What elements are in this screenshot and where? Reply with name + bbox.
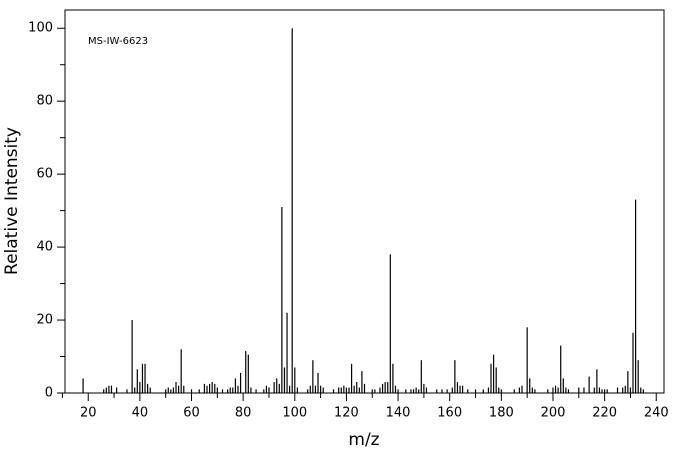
- x-tick-label: 240: [644, 406, 669, 421]
- x-tick-label: 200: [541, 406, 566, 421]
- y-axis-label: Relative Intensity: [2, 127, 22, 275]
- x-tick-label: 120: [334, 406, 359, 421]
- y-tick-label: 60: [36, 167, 53, 182]
- y-tick-label: 100: [28, 21, 53, 36]
- x-tick-label: 220: [592, 406, 617, 421]
- y-tick-label: 0: [45, 386, 53, 401]
- x-axis-label: m/z: [348, 430, 379, 450]
- x-tick-label: 100: [282, 406, 307, 421]
- x-tick-label: 180: [489, 406, 514, 421]
- y-tick-label: 80: [36, 94, 53, 109]
- x-tick-label: 160: [437, 406, 462, 421]
- plot-frame: [64, 9, 665, 394]
- x-tick-label: 60: [183, 406, 200, 421]
- annotation: MS-IW-6623: [88, 36, 148, 47]
- x-tick-label: 140: [386, 406, 411, 421]
- x-tick-label: 80: [235, 406, 252, 421]
- x-tick-label: 20: [80, 406, 97, 421]
- x-tick-label: 40: [132, 406, 149, 421]
- y-tick-label: 40: [36, 240, 53, 255]
- y-tick-label: 20: [36, 313, 53, 328]
